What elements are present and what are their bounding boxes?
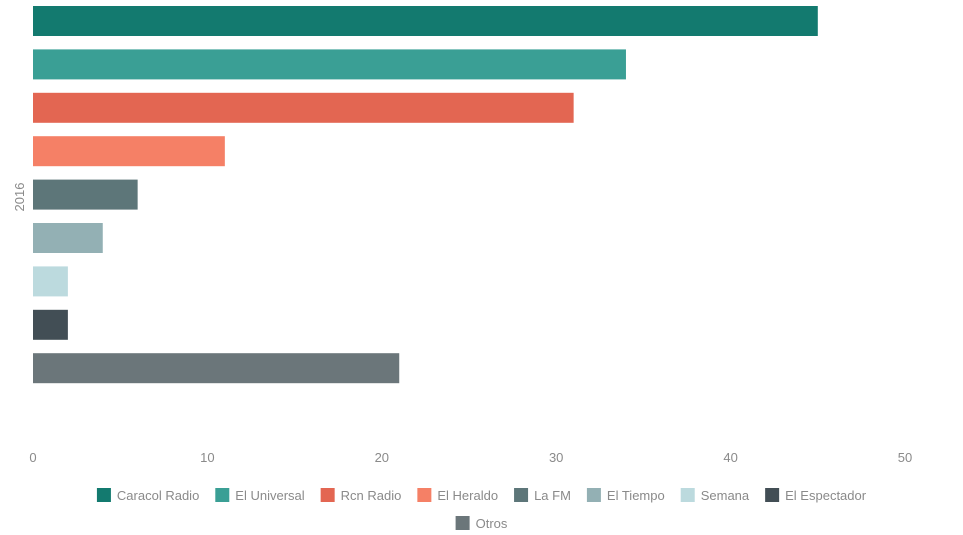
bar-el-tiempo[interactable] bbox=[33, 223, 103, 253]
x-tick-label: 50 bbox=[898, 450, 912, 465]
category-label: 2016 bbox=[12, 183, 27, 212]
legend-label: El Espectador bbox=[785, 488, 867, 503]
legend-label: El Universal bbox=[235, 488, 304, 503]
bar-el-espectador[interactable] bbox=[33, 309, 68, 340]
legend-label: El Heraldo bbox=[437, 488, 498, 503]
bar-rcn-radio[interactable] bbox=[33, 92, 574, 123]
x-axis: 0 10 20 30 40 50 bbox=[29, 450, 912, 465]
legend-label: La FM bbox=[534, 488, 571, 503]
legend-item-semana[interactable]: Semana bbox=[680, 488, 750, 503]
legend-item-el-heraldo[interactable]: El Heraldo bbox=[417, 488, 498, 503]
x-tick-label: 20 bbox=[375, 450, 389, 465]
legend-swatch bbox=[680, 488, 695, 502]
legend: Caracol Radio El Universal Rcn Radio El Her… bbox=[96, 488, 867, 531]
legend-swatch bbox=[215, 488, 230, 502]
x-tick-label: 10 bbox=[200, 450, 214, 465]
bar-otros[interactable] bbox=[33, 353, 400, 384]
legend-label: El Tiempo bbox=[607, 488, 665, 503]
legend-swatch bbox=[320, 488, 335, 502]
legend-label: Otros bbox=[476, 516, 508, 531]
legend-item-la-fm[interactable]: La FM bbox=[514, 488, 571, 503]
legend-swatch bbox=[586, 488, 601, 502]
bars-group bbox=[33, 6, 818, 384]
legend-item-el-espectador[interactable]: El Espectador bbox=[765, 488, 867, 503]
bar-la-fm[interactable] bbox=[33, 179, 138, 210]
bar-caracol-radio[interactable] bbox=[33, 6, 818, 36]
legend-swatch bbox=[765, 488, 780, 502]
legend-item-rcn-radio[interactable]: Rcn Radio bbox=[320, 488, 402, 503]
legend-item-otros[interactable]: Otros bbox=[455, 516, 508, 531]
bar-el-universal[interactable] bbox=[33, 49, 626, 80]
bar-semana[interactable] bbox=[33, 266, 68, 297]
legend-label: Caracol Radio bbox=[117, 488, 199, 503]
legend-item-el-universal[interactable]: El Universal bbox=[215, 488, 305, 503]
legend-label: Semana bbox=[701, 488, 750, 503]
x-tick-label: 0 bbox=[29, 450, 36, 465]
bar-el-heraldo[interactable] bbox=[33, 136, 225, 167]
legend-swatch bbox=[514, 488, 529, 502]
legend-swatch bbox=[96, 488, 111, 502]
x-tick-label: 30 bbox=[549, 450, 563, 465]
legend-swatch bbox=[455, 516, 470, 530]
x-tick-label: 40 bbox=[723, 450, 737, 465]
legend-item-el-tiempo[interactable]: El Tiempo bbox=[586, 488, 665, 503]
legend-label: Rcn Radio bbox=[341, 488, 402, 503]
legend-item-caracol-radio[interactable]: Caracol Radio bbox=[96, 488, 199, 503]
legend-swatch bbox=[417, 488, 432, 502]
